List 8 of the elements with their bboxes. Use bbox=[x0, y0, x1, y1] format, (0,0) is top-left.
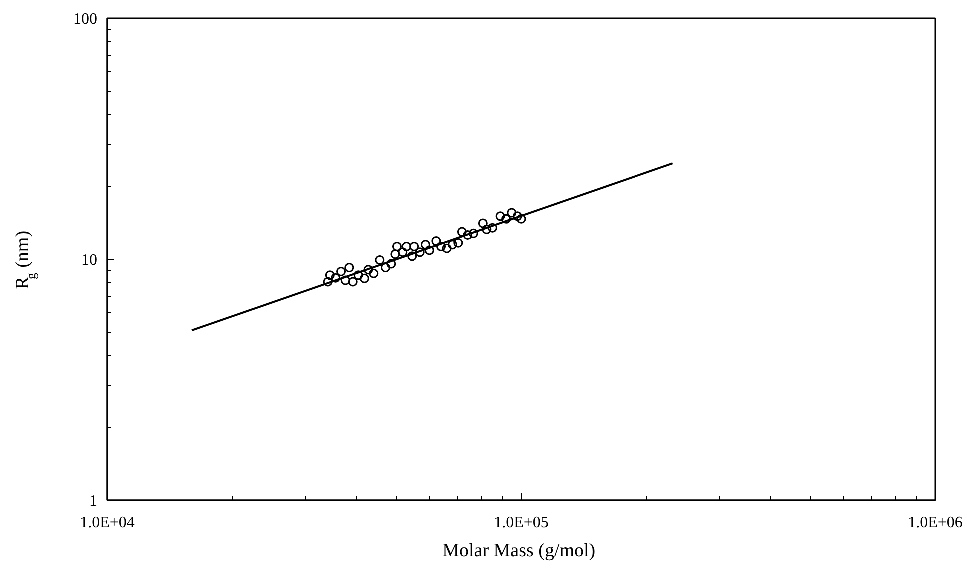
y-tick-label: 100 bbox=[74, 11, 98, 28]
y-axis-title: Rg (nm) bbox=[12, 230, 38, 290]
y-tick-label: 10 bbox=[82, 252, 98, 269]
x-tick-label: 1.0E+04 bbox=[80, 514, 135, 532]
x-axis-title: Molar Mass (g/mol) bbox=[442, 540, 596, 562]
x-tick-label: 1.0E+05 bbox=[494, 514, 549, 532]
x-tick-label: 1.0E+06 bbox=[908, 514, 963, 532]
y-tick-label: 1 bbox=[90, 493, 98, 510]
